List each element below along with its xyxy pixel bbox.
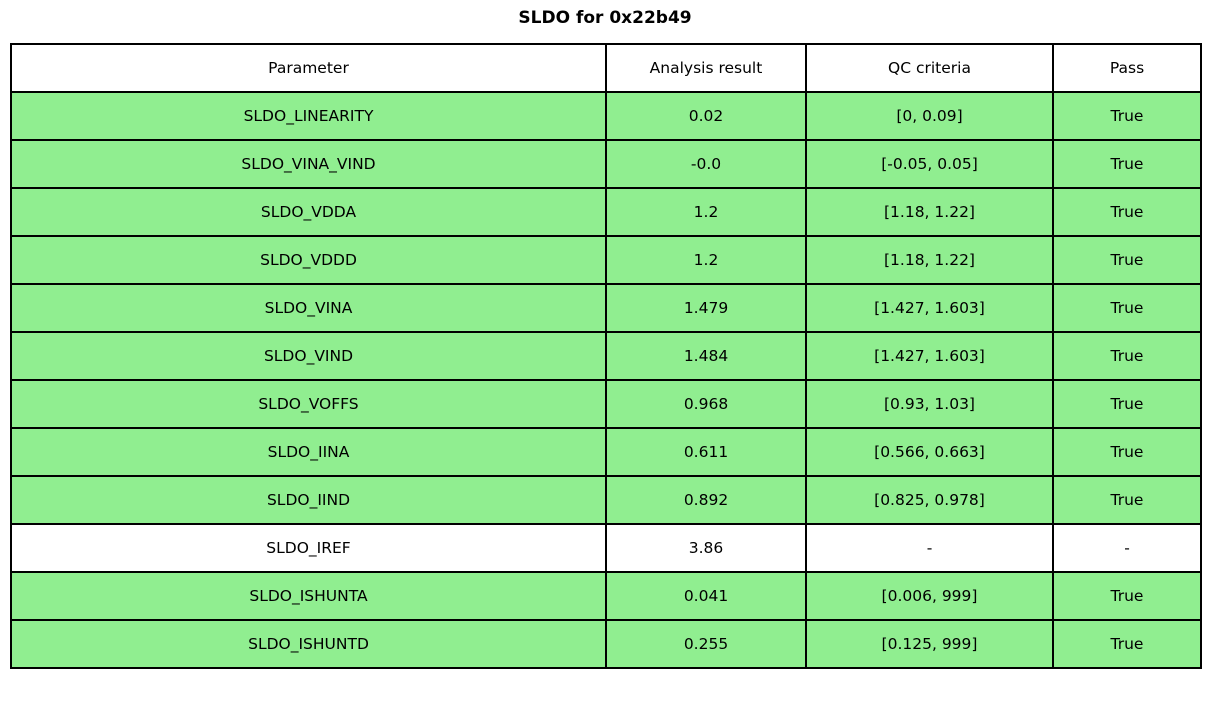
pass-cell: True [1052,235,1202,285]
table-row: SLDO_VDDD 1.2 [1.18, 1.22] True [10,235,1202,285]
criteria-cell: [1.18, 1.22] [805,187,1054,237]
criteria-cell: [0.006, 999] [805,571,1054,621]
criteria-cell: - [805,523,1054,573]
parameter-cell: SLDO_VDDD [10,235,607,285]
result-cell: 1.2 [605,235,807,285]
table-row: SLDO_LINEARITY 0.02 [0, 0.09] True [10,91,1202,141]
pass-cell: True [1052,187,1202,237]
result-cell: 1.479 [605,283,807,333]
result-cell: 3.86 [605,523,807,573]
column-header-qc-criteria: QC criteria [805,43,1054,93]
pass-cell: True [1052,619,1202,669]
parameter-cell: SLDO_VINA [10,283,607,333]
column-header-parameter: Parameter [10,43,607,93]
result-cell: 1.484 [605,331,807,381]
table-row: SLDO_IINA 0.611 [0.566, 0.663] True [10,427,1202,477]
qc-results-table: Parameter Analysis result QC criteria Pa… [10,43,1202,669]
criteria-cell: [-0.05, 0.05] [805,139,1054,189]
criteria-cell: [0.825, 0.978] [805,475,1054,525]
header-row: Parameter Analysis result QC criteria Pa… [10,43,1202,93]
table-row: SLDO_ISHUNTA 0.041 [0.006, 999] True [10,571,1202,621]
pass-cell: True [1052,331,1202,381]
parameter-cell: SLDO_VINA_VIND [10,139,607,189]
parameter-cell: SLDO_IINA [10,427,607,477]
parameter-cell: SLDO_ISHUNTD [10,619,607,669]
page-title: SLDO for 0x22b49 [518,8,692,28]
table-row: SLDO_VOFFS 0.968 [0.93, 1.03] True [10,379,1202,429]
parameter-cell: SLDO_VOFFS [10,379,607,429]
column-header-pass: Pass [1052,43,1202,93]
parameter-cell: SLDO_VDDA [10,187,607,237]
criteria-cell: [0.566, 0.663] [805,427,1054,477]
criteria-cell: [1.427, 1.603] [805,283,1054,333]
pass-cell: True [1052,427,1202,477]
pass-cell: True [1052,91,1202,141]
criteria-cell: [0.93, 1.03] [805,379,1054,429]
table-row: SLDO_IIND 0.892 [0.825, 0.978] True [10,475,1202,525]
table-row: SLDO_VIND 1.484 [1.427, 1.603] True [10,331,1202,381]
parameter-cell: SLDO_IREF [10,523,607,573]
pass-cell: True [1052,139,1202,189]
parameter-cell: SLDO_ISHUNTA [10,571,607,621]
table-row: SLDO_VDDA 1.2 [1.18, 1.22] True [10,187,1202,237]
result-cell: 0.255 [605,619,807,669]
parameter-cell: SLDO_IIND [10,475,607,525]
table-row: SLDO_IREF 3.86 - - [10,523,1202,573]
result-cell: -0.0 [605,139,807,189]
result-cell: 0.611 [605,427,807,477]
criteria-cell: [0, 0.09] [805,91,1054,141]
pass-cell: True [1052,283,1202,333]
parameter-cell: SLDO_LINEARITY [10,91,607,141]
result-cell: 0.892 [605,475,807,525]
pass-cell: True [1052,379,1202,429]
column-header-analysis-result: Analysis result [605,43,807,93]
pass-cell: True [1052,475,1202,525]
criteria-cell: [0.125, 999] [805,619,1054,669]
result-cell: 0.02 [605,91,807,141]
criteria-cell: [1.427, 1.603] [805,331,1054,381]
result-cell: 0.041 [605,571,807,621]
pass-cell: - [1052,523,1202,573]
table-row: SLDO_VINA 1.479 [1.427, 1.603] True [10,283,1202,333]
criteria-cell: [1.18, 1.22] [805,235,1054,285]
table-row: SLDO_ISHUNTD 0.255 [0.125, 999] True [10,619,1202,669]
result-cell: 1.2 [605,187,807,237]
parameter-cell: SLDO_VIND [10,331,607,381]
table-row: SLDO_VINA_VIND -0.0 [-0.05, 0.05] True [10,139,1202,189]
pass-cell: True [1052,571,1202,621]
result-cell: 0.968 [605,379,807,429]
